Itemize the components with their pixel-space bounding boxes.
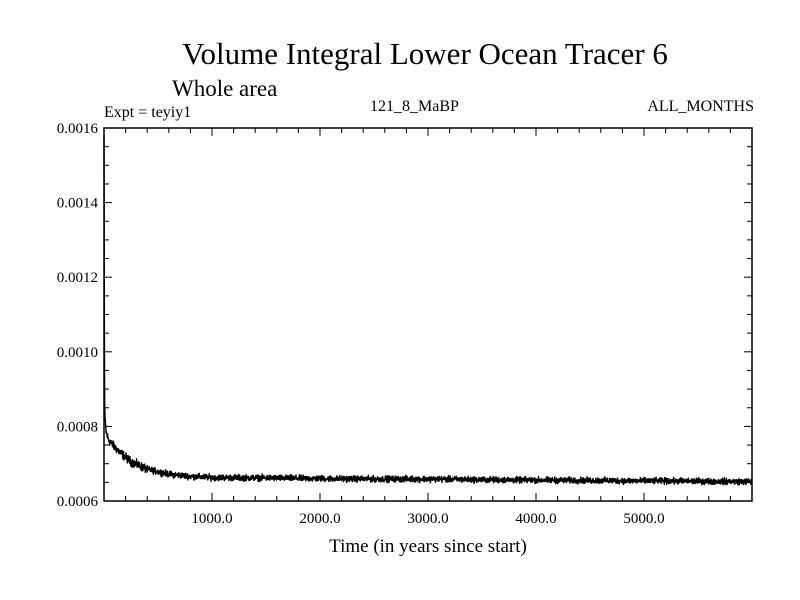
y-tick-label: 0.0010	[57, 345, 98, 361]
chart-title: Volume Integral Lower Ocean Tracer 6	[182, 36, 668, 71]
months-label: ALL_MONTHS	[647, 98, 754, 115]
tick-labels: 1000.0 2000.0 3000.0 4000.0 5000.0 0.0006 0.00…	[57, 121, 665, 527]
axis-ticks	[104, 127, 752, 502]
chart-subtitle: Whole area	[172, 76, 278, 101]
x-axis-label: Time (in years since start)	[329, 536, 527, 557]
y-tick-label: 0.0006	[57, 494, 99, 510]
y-tick-label: 0.0014	[57, 196, 99, 212]
x-tick-label: 2000.0	[299, 511, 340, 527]
series-line	[103, 135, 753, 486]
x-tick-label: 1000.0	[191, 511, 232, 527]
y-tick-label: 0.0008	[57, 419, 98, 435]
y-tick-label: 0.0012	[57, 270, 98, 286]
y-tick-label: 0.0016	[57, 121, 99, 137]
x-tick-label: 3000.0	[407, 511, 448, 527]
x-tick-label: 4000.0	[515, 511, 556, 527]
experiment-label: Expt = teyiy1	[104, 104, 192, 121]
x-tick-label: 5000.0	[623, 511, 664, 527]
plot-frame	[103, 127, 753, 502]
period-label: 121_8_MaBP	[370, 98, 459, 115]
